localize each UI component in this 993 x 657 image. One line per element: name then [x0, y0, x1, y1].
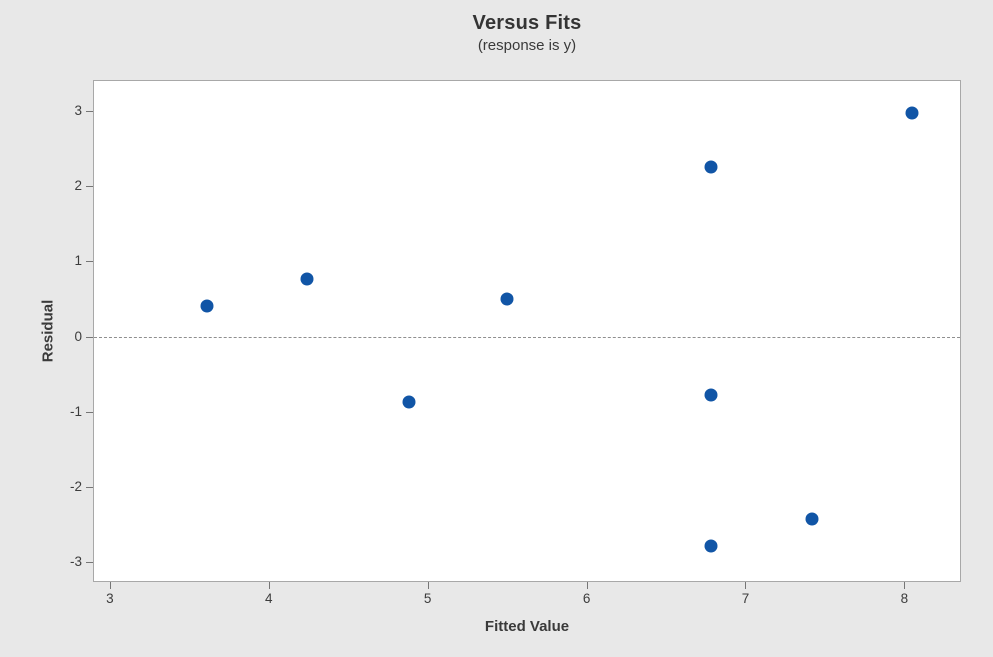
x-axis-tick-label: 5 [423, 591, 432, 606]
x-axis-tick [745, 582, 747, 589]
y-axis-tick [86, 336, 93, 338]
chart-title: Versus Fits [472, 12, 582, 34]
x-axis-tick [109, 582, 111, 589]
data-point [805, 512, 819, 526]
y-axis-tick-label: 2 [74, 178, 82, 194]
data-point [500, 292, 514, 306]
data-point [704, 160, 718, 174]
x-axis-tick-label: 3 [106, 591, 114, 606]
y-axis-tick-label: 3 [74, 103, 82, 119]
y-axis-title: Residual [39, 299, 57, 363]
plot-frame: -3 -2 -1 0 1 2 3 3 4 5 6 7 8 [70, 80, 961, 606]
x-axis-tick-label: 4 [265, 591, 273, 606]
x-axis-tick [586, 582, 588, 589]
chart-subtitle: (response is y) [477, 37, 577, 54]
y-axis-tick [86, 487, 93, 488]
x-axis-tick-label: 6 [582, 591, 591, 606]
x-axis-tick [427, 582, 429, 589]
x-axis-title: Fitted Value [484, 618, 570, 635]
y-axis-tick [86, 186, 93, 188]
y-axis-tick-label: -2 [69, 479, 82, 495]
x-axis-tick-label: 8 [900, 591, 909, 606]
y-axis-tick [86, 411, 93, 413]
x-axis-tick-label: 7 [741, 591, 750, 606]
y-axis-tick [86, 562, 93, 564]
y-axis-tick-label: -3 [69, 554, 82, 570]
x-axis-tick [268, 582, 270, 589]
data-point [300, 272, 314, 286]
y-axis-tick-label: 1 [74, 253, 82, 269]
data-point [704, 539, 718, 553]
y-axis-tick-label: -1 [69, 404, 82, 420]
title-block: Versus Fits (response is y) [93, 12, 961, 54]
data-point [200, 299, 214, 313]
x-axis-tick [904, 582, 906, 589]
data-point [402, 395, 416, 409]
data-point [905, 106, 919, 120]
y-axis-tick [86, 261, 93, 263]
y-axis-tick [86, 111, 93, 113]
y-axis-tick-label: 0 [74, 328, 82, 344]
zero-reference-line [94, 336, 960, 338]
data-point [704, 388, 718, 402]
